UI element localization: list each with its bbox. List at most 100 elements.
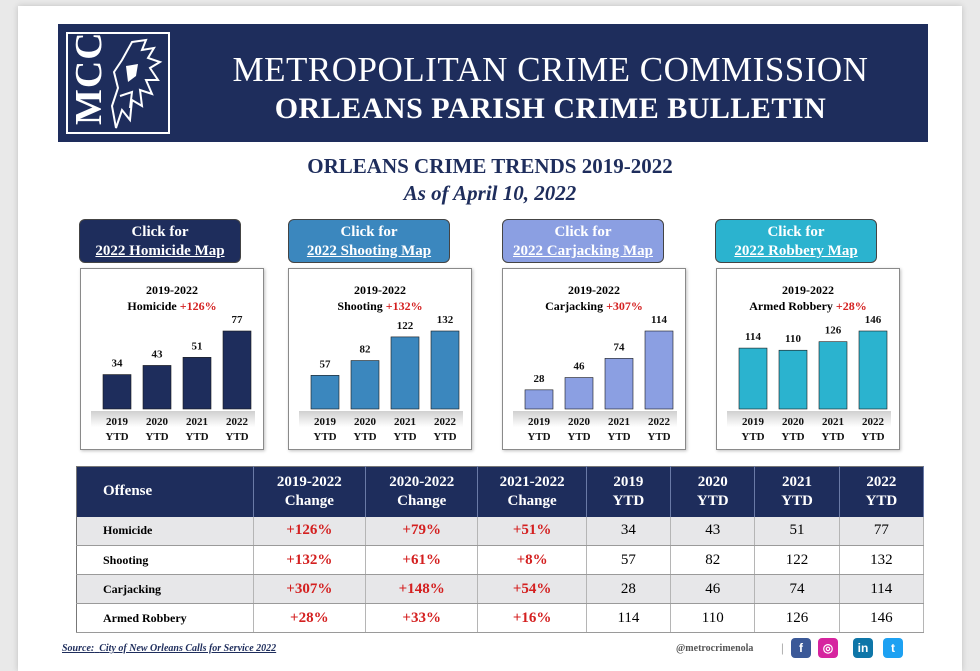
tick-label: 2020 bbox=[782, 416, 805, 428]
chart-title-name: Carjacking bbox=[545, 299, 604, 313]
tick-label: YTD bbox=[741, 431, 764, 443]
trends-title: ORLEANS CRIME TRENDS 2019-2022 bbox=[307, 154, 673, 178]
carjacking-map-button[interactable]: Click for 2022 Carjacking Map bbox=[502, 219, 664, 263]
bar-2019-ytd bbox=[738, 347, 768, 410]
change-cell: +33% bbox=[365, 603, 479, 633]
tick-label: 2019 bbox=[314, 416, 337, 428]
robbery-map-line1: Click for bbox=[767, 224, 825, 240]
table-header-row: Offense 2019-2022 Change 2020-2022 Change … bbox=[76, 466, 925, 517]
bar-2020-ytd bbox=[350, 360, 380, 410]
tick-label: 2022 bbox=[648, 416, 671, 428]
tick-label: 2020 bbox=[146, 416, 169, 428]
table-row: Carjacking +307% +148% +54% 28 46 74 114 bbox=[76, 574, 925, 604]
ytd-cell: 126 bbox=[754, 603, 840, 633]
bar-2021-ytd bbox=[182, 357, 212, 410]
shooting-map-link[interactable]: 2022 Shooting Map bbox=[306, 243, 432, 259]
bar-2021-ytd bbox=[604, 358, 634, 410]
bar-2019-ytd bbox=[310, 375, 340, 410]
data-label: 82 bbox=[360, 344, 372, 356]
data-label: 74 bbox=[614, 341, 626, 353]
ytd-cell: 74 bbox=[754, 574, 840, 604]
facebook-icon[interactable]: f bbox=[791, 638, 811, 658]
bar-2019-ytd bbox=[524, 389, 554, 410]
chart-years: 2019-2022 bbox=[354, 283, 406, 297]
bar-2020-ytd bbox=[142, 365, 172, 410]
carjacking-bar-plot: 28 2019 YTD 46 2020 YTD 74 2021 YTD 114 2022 YTD bbox=[524, 314, 674, 443]
homicide-map-link[interactable]: 2022 Homicide Map bbox=[95, 243, 225, 259]
tick-label: YTD bbox=[781, 431, 804, 443]
tick-label: YTD bbox=[861, 431, 884, 443]
tick-label: 2019 bbox=[742, 416, 765, 428]
bar-2022-ytd bbox=[222, 330, 252, 410]
ytd-cell: 114 bbox=[839, 574, 925, 604]
offense-cell: Carjacking bbox=[76, 574, 254, 604]
header-ytd-2021: 2021 YTD bbox=[754, 466, 840, 517]
chart-title-name: Shooting bbox=[337, 299, 383, 313]
ytd-cell: 146 bbox=[839, 603, 925, 633]
mcc-logo: MCC bbox=[66, 32, 170, 134]
tick-label: 2021 bbox=[822, 416, 844, 428]
tick-label: 2020 bbox=[568, 416, 591, 428]
header-change-2019: 2019-2022 Change bbox=[253, 466, 367, 517]
data-label: 114 bbox=[745, 331, 761, 343]
chart-title: Carjacking +307% bbox=[503, 299, 685, 314]
data-label: 110 bbox=[785, 333, 801, 345]
homicide-map-button[interactable]: Click for 2022 Homicide Map bbox=[79, 219, 241, 263]
tick-label: YTD bbox=[527, 431, 550, 443]
bar-2020-ytd bbox=[564, 377, 594, 410]
robbery-chart: 2019-2022 Armed Robbery +28% 114 2019 YTD 1… bbox=[716, 268, 900, 450]
header-ytd-2022: 2022 YTD bbox=[839, 466, 925, 517]
robbery-map-link[interactable]: 2022 Robbery Map bbox=[734, 243, 858, 259]
chart-title: Homicide +126% bbox=[81, 299, 263, 314]
source-link[interactable]: Source: City of New Orleans Calls for Se… bbox=[62, 643, 276, 654]
carjacking-map-link[interactable]: 2022 Carjacking Map bbox=[513, 243, 653, 259]
shooting-chart: 2019-2022 Shooting +132% 57 2019 YTD 82 2020… bbox=[288, 268, 472, 450]
linkedin-icon[interactable]: in bbox=[853, 638, 873, 658]
tick-label: YTD bbox=[145, 431, 168, 443]
data-label: 77 bbox=[232, 314, 244, 326]
bar-2022-ytd bbox=[858, 330, 888, 410]
tick-label: YTD bbox=[313, 431, 336, 443]
tick-label: YTD bbox=[225, 431, 248, 443]
footer-separator: | bbox=[781, 640, 784, 655]
change-cell: +16% bbox=[477, 603, 587, 633]
homicide-chart: 2019-2022 Homicide +126% 34 2019 YTD 43 2020… bbox=[80, 268, 264, 450]
tick-label: 2022 bbox=[434, 416, 457, 428]
bar-2022-ytd bbox=[430, 330, 460, 410]
change-cell: +132% bbox=[253, 545, 367, 575]
tick-label: 2019 bbox=[106, 416, 129, 428]
ytd-cell: 28 bbox=[586, 574, 672, 604]
ytd-cell: 34 bbox=[586, 516, 672, 546]
homicide-bar-plot: 34 2019 YTD 43 2020 YTD 51 2021 YTD 77 2022 YTD bbox=[102, 314, 252, 443]
ytd-cell: 57 bbox=[586, 545, 672, 575]
chart-years: 2019-2022 bbox=[782, 283, 834, 297]
source-text: City of New Orleans Calls for Service 20… bbox=[99, 643, 277, 654]
shooting-map-button[interactable]: Click for 2022 Shooting Map bbox=[288, 219, 450, 263]
offense-cell: Homicide bbox=[76, 516, 254, 546]
tick-label: YTD bbox=[105, 431, 128, 443]
header-ytd-2020: 2020 YTD bbox=[670, 466, 756, 517]
data-label: 46 bbox=[574, 361, 586, 373]
change-cell: +126% bbox=[253, 516, 367, 546]
shooting-map-line1: Click for bbox=[340, 224, 398, 240]
tick-label: 2021 bbox=[394, 416, 416, 428]
ytd-cell: 46 bbox=[670, 574, 756, 604]
data-label: 34 bbox=[112, 358, 124, 370]
change-cell: +8% bbox=[477, 545, 587, 575]
data-label: 146 bbox=[865, 314, 882, 326]
tick-label: 2022 bbox=[862, 416, 885, 428]
change-cell: +51% bbox=[477, 516, 587, 546]
banner-title-line2: ORLEANS PARISH CRIME BULLETIN bbox=[274, 92, 827, 125]
ytd-cell: 43 bbox=[670, 516, 756, 546]
tick-label: 2022 bbox=[226, 416, 249, 428]
crime-table: Offense 2019-2022 Change 2020-2022 Change … bbox=[76, 466, 925, 633]
chart-title: Armed Robbery +28% bbox=[717, 299, 899, 314]
chart-title: Shooting +132% bbox=[289, 299, 471, 314]
pelican-icon bbox=[110, 38, 163, 129]
twitter-icon[interactable]: t bbox=[883, 638, 903, 658]
bar-2021-ytd bbox=[390, 336, 420, 410]
instagram-icon[interactable]: ◎ bbox=[818, 638, 838, 658]
table-row: Armed Robbery +28% +33% +16% 114 110 126… bbox=[76, 603, 925, 633]
robbery-map-button[interactable]: Click for 2022 Robbery Map bbox=[715, 219, 877, 263]
header-ytd-2019: 2019 YTD bbox=[586, 466, 672, 517]
